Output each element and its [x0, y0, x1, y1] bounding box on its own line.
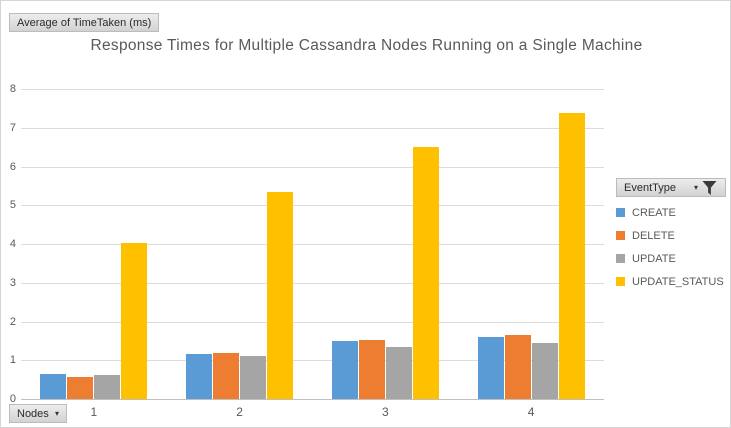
- gridline-1: [21, 360, 604, 362]
- bar-create-node2[interactable]: [186, 354, 213, 399]
- x-tick-label-4: 4: [527, 405, 535, 419]
- legend-items: CREATE DELETE UPDATE UPDATE_STATUS: [616, 201, 724, 293]
- x-tick-label-2: 2: [236, 405, 243, 419]
- filter-icon: [702, 180, 717, 195]
- chevron-down-icon: ▾: [54, 408, 59, 418]
- bar-create-node3[interactable]: [331, 340, 358, 399]
- gridline-7: [21, 127, 604, 129]
- chevron-down-icon: ▾: [693, 182, 698, 192]
- gridline-3: [21, 282, 604, 284]
- legend-label: CREATE: [632, 206, 676, 219]
- x-tick-label-1: 1: [90, 405, 98, 419]
- axis-field-label: Nodes: [17, 407, 49, 420]
- bar-update_status-node1[interactable]: [121, 243, 148, 399]
- chart-title: Response Times for Multiple Cassandra No…: [90, 37, 643, 54]
- legend-item-update_status[interactable]: UPDATE_STATUS: [616, 270, 724, 293]
- x-tick-label-3: 3: [382, 405, 389, 419]
- y-tick-label-5: 5: [9, 199, 16, 212]
- bar-create-node4[interactable]: [477, 337, 504, 399]
- legend-item-delete[interactable]: DELETE: [616, 224, 724, 247]
- y-tick-label-6: 6: [9, 160, 16, 173]
- gridline-2: [21, 321, 604, 323]
- bar-update_status-node3[interactable]: [412, 147, 439, 399]
- bar-update_status-node2[interactable]: [267, 191, 294, 399]
- legend-swatch-icon: [616, 231, 625, 240]
- bar-create-node1[interactable]: [40, 373, 67, 399]
- legend-swatch-icon: [616, 254, 625, 263]
- legend-swatch-icon: [616, 208, 625, 217]
- gridline-5: [21, 205, 604, 207]
- y-tick-label-8: 8: [9, 83, 16, 95]
- bar-delete-node3[interactable]: [358, 340, 385, 399]
- bar-delete-node2[interactable]: [213, 352, 240, 399]
- bar-update-node2[interactable]: [240, 356, 267, 399]
- value-field-label: Average of TimeTaken (ms): [17, 16, 152, 29]
- bar-delete-node4[interactable]: [504, 335, 531, 399]
- value-field-button[interactable]: Average of TimeTaken (ms): [9, 13, 160, 32]
- legend-item-update[interactable]: UPDATE: [616, 247, 724, 270]
- gridline-4: [21, 244, 604, 245]
- y-tick-label-4: 4: [9, 238, 16, 250]
- legend-item-create[interactable]: CREATE: [616, 201, 724, 224]
- legend-swatch-icon: [616, 277, 625, 286]
- legend-field-label: EventType: [624, 181, 676, 194]
- bar-delete-node1[interactable]: [67, 376, 94, 399]
- y-tick-label-2: 2: [9, 315, 16, 328]
- legend-field-button[interactable]: EventType ▾: [616, 178, 726, 197]
- y-tick-label-0: 0: [9, 393, 16, 405]
- legend-label: DELETE: [632, 229, 675, 242]
- bar-update_status-node4[interactable]: [558, 113, 585, 399]
- axis-field-button[interactable]: Nodes ▾: [9, 404, 67, 423]
- gridline-8: [21, 89, 604, 90]
- bar-update-node4[interactable]: [531, 342, 558, 399]
- legend-label: UPDATE_STATUS: [632, 275, 724, 288]
- legend-label: UPDATE: [632, 252, 676, 265]
- plot-area: [21, 89, 604, 400]
- y-tick-label-3: 3: [9, 276, 16, 289]
- gridline-0: [21, 399, 604, 400]
- y-tick-label-1: 1: [9, 354, 16, 367]
- y-tick-label-7: 7: [9, 121, 16, 134]
- bar-update-node3[interactable]: [385, 347, 412, 399]
- bar-update-node1[interactable]: [94, 374, 121, 399]
- gridline-6: [21, 166, 604, 168]
